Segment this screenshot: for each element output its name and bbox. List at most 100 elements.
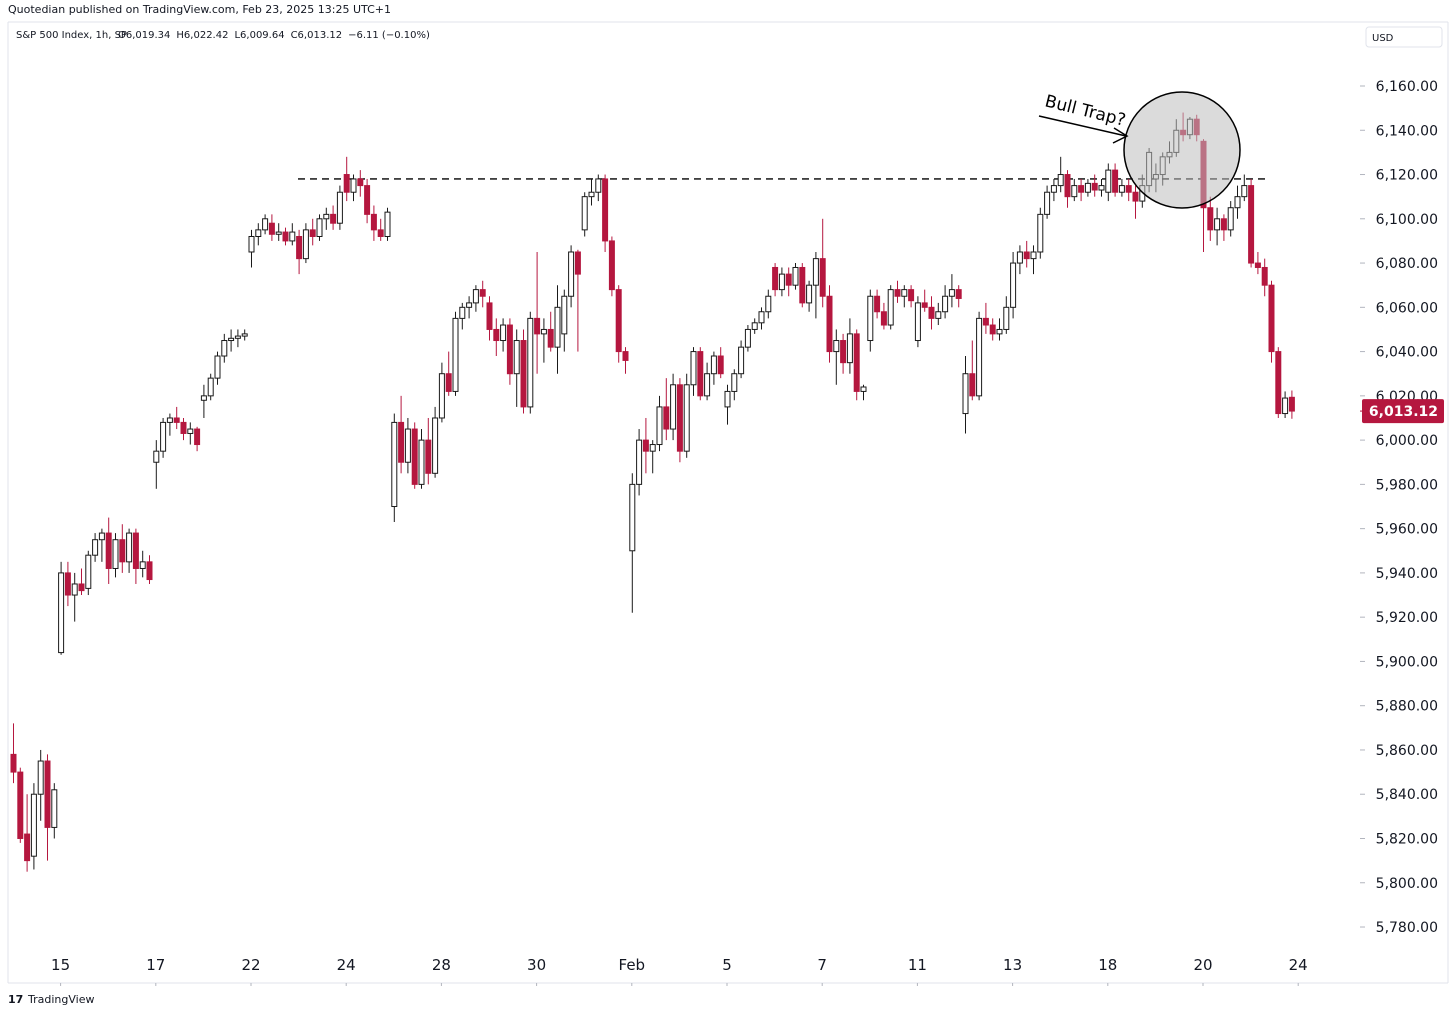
candle-body (350, 178, 357, 193)
candle-body (78, 583, 85, 592)
candle-body (547, 328, 554, 348)
candle-body (92, 539, 99, 556)
candle-body (955, 289, 962, 299)
candle-body (826, 295, 833, 353)
candle-body (935, 311, 942, 319)
candle-body (1220, 218, 1227, 231)
x-tick-label: 15 (51, 956, 70, 974)
candle-body (316, 218, 323, 237)
candle-body (588, 191, 595, 198)
candle-body (1023, 251, 1030, 260)
candle-body (799, 266, 806, 304)
candle-body (1105, 169, 1112, 193)
candle-body (445, 373, 452, 392)
candle-body (268, 222, 275, 235)
x-tick-label: 5 (722, 956, 732, 974)
candle-body (1132, 191, 1139, 202)
x-tick-label: 17 (146, 956, 165, 974)
candle-body (581, 196, 588, 231)
candle-body (989, 324, 996, 335)
candles (10, 112, 1295, 872)
candle-body (64, 572, 71, 596)
y-tick-label: 6,120.00 (1376, 168, 1438, 184)
candle-body (860, 386, 867, 392)
candle-body (241, 333, 248, 337)
candle-body (1078, 185, 1085, 193)
candle-body (812, 258, 819, 286)
candle-body (275, 231, 282, 235)
candle-body (948, 289, 955, 297)
candle-body (595, 178, 602, 193)
candle-body (697, 351, 704, 397)
candle-body (377, 229, 384, 237)
candle-body (1214, 218, 1221, 231)
candle-body (969, 373, 976, 397)
candle-body (1044, 191, 1051, 215)
publisher-note: Quotedian published on TradingView.com, … (8, 3, 391, 16)
currency: USD (1372, 33, 1394, 44)
candle-body (622, 351, 629, 361)
candle-body (792, 266, 799, 286)
annotation-circle (1123, 91, 1241, 209)
candle-body (506, 324, 513, 375)
candle-body (119, 539, 126, 563)
candle-body (58, 572, 65, 654)
candle-body (391, 421, 398, 508)
candle-body (357, 178, 364, 187)
candle-body (806, 284, 813, 304)
candle-body (534, 317, 541, 335)
candle-body (248, 235, 255, 253)
candle-body (574, 251, 581, 275)
candle-body (98, 532, 105, 541)
candle-body (690, 351, 697, 386)
y-tick-label: 6,040.00 (1376, 345, 1438, 361)
candle-body (527, 317, 534, 408)
candle-body (1118, 185, 1125, 193)
x-tick-label: 28 (432, 956, 451, 974)
candle-body (772, 266, 779, 291)
candle-body (670, 384, 677, 430)
candle-body (411, 428, 418, 485)
candle-body (139, 561, 146, 569)
candle-body (166, 417, 173, 423)
candle-body (663, 406, 670, 430)
candle-body (1227, 207, 1234, 231)
candle-body (683, 384, 690, 452)
candle-body (744, 328, 751, 348)
candle-body (37, 760, 44, 795)
last-price-label: 6,013.12 (1369, 404, 1438, 420)
y-tick-label: 5,800.00 (1376, 876, 1438, 892)
candle-body (636, 439, 643, 485)
candle-body (17, 771, 24, 839)
candle-body (493, 328, 500, 342)
last-price-tag (1362, 399, 1444, 424)
candle-body (765, 295, 772, 313)
candle-body (51, 789, 58, 828)
candle-body (153, 450, 160, 463)
ohlc-value: −6.11 (−0.10%) (348, 30, 430, 41)
ohlc-value: L6,009.64 (234, 30, 284, 41)
candle-body (874, 295, 881, 313)
candle-body (1098, 185, 1105, 191)
candle-body (323, 213, 330, 220)
y-tick-label: 5,820.00 (1376, 831, 1438, 847)
candle-body (404, 428, 411, 463)
candle-body (554, 306, 561, 348)
candle-body (962, 373, 969, 415)
candle-body (309, 229, 316, 237)
candle-body (1071, 185, 1078, 198)
x-tick-label: 30 (527, 956, 546, 974)
candle-body (1254, 262, 1261, 268)
y-tick-label: 5,860.00 (1376, 743, 1438, 759)
candle-body (364, 185, 371, 215)
candle-body (1248, 185, 1255, 264)
candle-body (132, 532, 139, 569)
candle-body (840, 340, 847, 364)
y-tick-label: 5,960.00 (1376, 522, 1438, 538)
candle-body (85, 554, 92, 589)
candle-body (459, 306, 466, 319)
candle-body (1282, 397, 1289, 415)
candle-body (942, 295, 949, 313)
